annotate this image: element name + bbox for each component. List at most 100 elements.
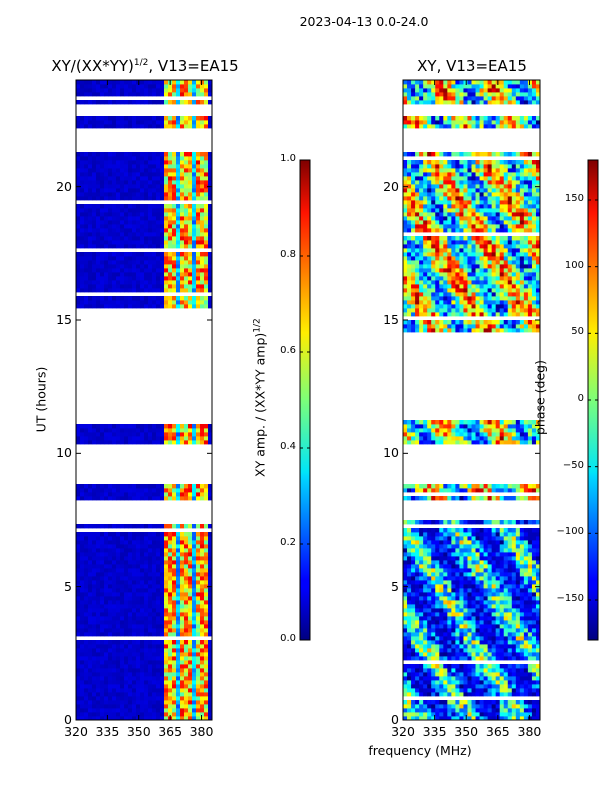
amp-heatmap-cell [104, 716, 109, 721]
amp-heatmap-cell [140, 536, 145, 541]
phase-heatmap-cell [419, 600, 424, 605]
amp-heatmap-cell [164, 188, 169, 193]
phase-heatmap-cell [415, 712, 420, 717]
amp-heatmap-cell [132, 568, 137, 573]
phase-heatmap-cell [427, 532, 432, 537]
amp-heatmap-cell [188, 224, 193, 229]
amp-heatmap-cell [180, 260, 185, 265]
phase-heatmap-cell [455, 552, 460, 557]
amp-heatmap-cell [156, 240, 161, 245]
phase-heatmap-cell [447, 560, 452, 565]
phase-heatmap-cell [471, 548, 476, 553]
amp-heatmap-cell [180, 188, 185, 193]
amp-heatmap-cell [132, 124, 137, 129]
phase-heatmap-cell [447, 676, 452, 681]
amp-heatmap-cell [92, 612, 97, 617]
amp-heatmap-cell [96, 688, 101, 693]
amp-heatmap-cell [128, 164, 133, 169]
phase-heatmap-cell [455, 604, 460, 609]
phase-heatmap-cell [411, 600, 416, 605]
amp-heatmap-cell [108, 164, 113, 169]
amp-heatmap-cell [100, 672, 105, 677]
amp-heatmap-cell [140, 700, 145, 705]
amp-heatmap-cell [112, 284, 117, 289]
amp-heatmap-cell [172, 496, 177, 501]
amp-heatmap-cell [140, 188, 145, 193]
amp-heatmap-cell [172, 568, 177, 573]
phase-heatmap-cell [451, 592, 456, 597]
amp-heatmap-cell [80, 120, 85, 125]
phase-heatmap-cell [511, 608, 517, 613]
amp-heatmap-cell [120, 208, 125, 213]
phase-heatmap-cell [443, 520, 448, 525]
phase-heatmap-cell [467, 564, 472, 569]
amp-heatmap-cell [88, 668, 93, 673]
amp-heatmap-cell [76, 704, 81, 709]
amp-heatmap-cell [84, 180, 89, 185]
amp-heatmap-cell [76, 656, 81, 661]
phase-heatmap-cell [431, 648, 436, 653]
amp-heatmap-cell [160, 488, 165, 493]
amp-heatmap-cell [100, 168, 105, 173]
amp-heatmap-cell [196, 152, 201, 157]
amp-heatmap-cell [188, 624, 193, 629]
amp-heatmap-cell [164, 196, 169, 201]
amp-heatmap-cell [136, 256, 141, 261]
phase-heatmap-cell [459, 544, 464, 549]
amp-heatmap-cell [164, 156, 169, 161]
amp-heatmap-cell [128, 712, 133, 717]
amp-heatmap-cell [156, 172, 161, 177]
amp-heatmap-cell [196, 588, 201, 593]
amp-heatmap-cell [148, 124, 153, 129]
amp-heatmap-cell [132, 172, 137, 177]
phase-heatmap-cell [411, 680, 416, 685]
amp-heatmap-cell [76, 160, 81, 165]
amp-heatmap-cell [116, 648, 121, 653]
phase-heatmap-cell [523, 704, 529, 709]
amp-heatmap-cell [164, 484, 169, 489]
amp-heatmap-cell [168, 244, 173, 249]
amp-heatmap-cell [144, 652, 149, 657]
amp-heatmap-cell [192, 216, 197, 221]
amp-heatmap-cell [192, 716, 197, 721]
phase-heatmap-cell [419, 548, 424, 553]
phase-heatmap-cell [471, 708, 476, 713]
amp-heatmap-cell [92, 680, 97, 685]
amp-heatmap-cell [140, 252, 145, 257]
amp-heatmap-cell [164, 208, 169, 213]
amp-heatmap-cell [88, 260, 93, 265]
phase-heatmap-cell [475, 688, 480, 693]
amp-heatmap-cell [96, 488, 101, 493]
phase-heatmap-cell [503, 664, 509, 669]
amp-heatmap-cell [140, 224, 145, 229]
amp-heatmap-cell [116, 272, 121, 277]
amp-heatmap-cell [124, 124, 129, 129]
amp-heatmap-cell [100, 192, 105, 197]
amp-heatmap-cell [132, 84, 137, 89]
amp-heatmap-cell [164, 228, 169, 233]
amp-heatmap-cell [88, 252, 93, 257]
amp-heatmap-cell [108, 492, 113, 497]
amp-heatmap-cell [124, 576, 129, 581]
amp-heatmap-cell [204, 488, 209, 493]
amp-heatmap-cell [152, 580, 157, 585]
amp-heatmap-cell [172, 84, 177, 89]
amp-heatmap-cell [176, 436, 181, 441]
amp-heatmap-cell [164, 552, 169, 557]
phase-heatmap-cell [527, 540, 533, 545]
amp-heatmap-cell [180, 424, 185, 429]
phase-heatmap-cell [447, 528, 452, 533]
amp-heatmap-cell [148, 688, 153, 693]
phase-heatmap-cell [467, 612, 472, 617]
phase-heatmap-cell [459, 716, 464, 721]
amp-heatmap-cell [136, 588, 141, 593]
amp-heatmap-cell [120, 184, 125, 189]
phase-heatmap-cell [483, 708, 489, 713]
phase-heatmap-cell [423, 536, 428, 541]
phase-heatmap-cell [427, 548, 432, 553]
amp-heatmap-cell [92, 560, 97, 565]
amp-heatmap-cell [112, 640, 117, 645]
amp-heatmap-cell [104, 604, 109, 609]
amp-heatmap-cell [124, 268, 129, 273]
phase-heatmap-cell [439, 520, 444, 525]
